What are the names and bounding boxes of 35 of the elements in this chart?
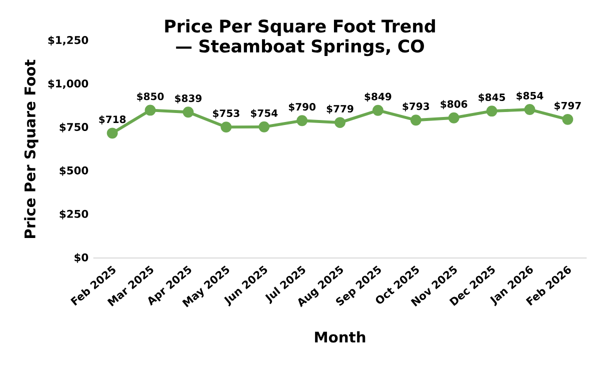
point <box>220 122 232 133</box>
y-tick-label: $1,250 <box>48 36 88 46</box>
data-label: $790 <box>288 102 316 112</box>
y-tick-label: $250 <box>60 210 88 220</box>
y-tick-label: $1,000 <box>48 79 88 89</box>
point <box>258 121 270 132</box>
data-label: $806 <box>440 100 468 110</box>
data-label: $797 <box>554 102 581 111</box>
point <box>334 117 346 128</box>
y-tick-label: $0 <box>74 253 88 263</box>
data-label: $849 <box>364 92 392 102</box>
data-label: $839 <box>175 94 202 104</box>
point <box>182 106 194 118</box>
point <box>448 112 460 124</box>
point <box>486 106 498 117</box>
data-label: $754 <box>250 109 278 118</box>
data-label: $779 <box>326 104 354 114</box>
point <box>410 114 422 126</box>
data-label: $753 <box>213 109 240 118</box>
point <box>372 104 384 116</box>
point <box>562 114 574 125</box>
data-label: $845 <box>478 93 506 102</box>
x-axis-title: Month <box>315 331 366 343</box>
data-label: $850 <box>137 92 164 102</box>
point <box>524 104 536 115</box>
data-label: $718 <box>99 115 126 124</box>
chart-title: Price Per Square Foot Trend — Steamboat Springs, CO <box>165 19 435 56</box>
point <box>296 115 308 126</box>
data-label: $854 <box>516 92 544 101</box>
point <box>144 104 156 116</box>
data-label: $793 <box>402 102 430 112</box>
point <box>106 128 118 139</box>
y-tick-label: $750 <box>60 122 88 132</box>
y-axis-title: Price Per Square Foot <box>24 60 38 238</box>
y-tick-label: $500 <box>60 166 88 176</box>
